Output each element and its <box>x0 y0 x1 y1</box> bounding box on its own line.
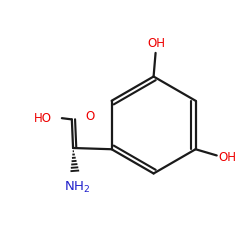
Text: NH$_2$: NH$_2$ <box>64 180 90 195</box>
Text: OH: OH <box>218 151 236 164</box>
Text: O: O <box>86 110 95 124</box>
Text: HO: HO <box>34 112 52 125</box>
Text: OH: OH <box>148 38 166 51</box>
